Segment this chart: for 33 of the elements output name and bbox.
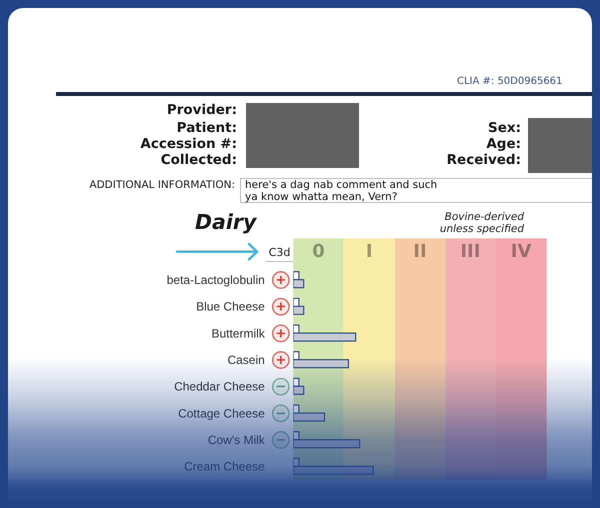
text: + [275,273,286,288]
band-label: I [366,241,373,262]
text: + [275,300,286,315]
chart-title: Dairy [195,210,256,234]
text: Accession #: [140,136,237,152]
text: − [275,406,286,422]
text: Bovine-derived unless specified [440,211,524,235]
y-tick-label: Casein [227,353,265,368]
text: ADDITIONAL INFORMATION: [89,179,235,191]
band-label: IV [510,241,532,262]
text: Collected: [160,152,237,168]
band-label: III [460,241,480,262]
text: + [275,326,286,342]
y-tick-label: Cow's Milk [208,433,266,448]
y-tick-label: Blue Cheese [196,300,266,314]
text: C3d [268,246,290,260]
text: Age: [486,136,521,152]
text: − [275,433,286,448]
text: + [275,353,286,368]
y-tick-label: Cream Cheese [184,460,266,474]
y-tick-label: Buttermilk [211,326,266,340]
y-tick-label: Cottage Cheese [178,406,266,420]
text: CLIA #: 50D0965661 [457,76,562,87]
band-label: 0 [312,241,325,262]
text: Sex: [488,120,521,136]
text: here's a dag nab comment and such ya know whatta mean, Vern? [245,179,438,204]
y-tick-label: Cheddar Cheese [174,380,266,394]
y-tick-label: beta-Lactoglobulin [166,273,265,288]
text: Patient: [176,120,237,136]
text: Received: [446,152,521,168]
text: − [275,380,286,395]
text: Provider: [166,102,237,118]
band-label: II [413,241,427,262]
